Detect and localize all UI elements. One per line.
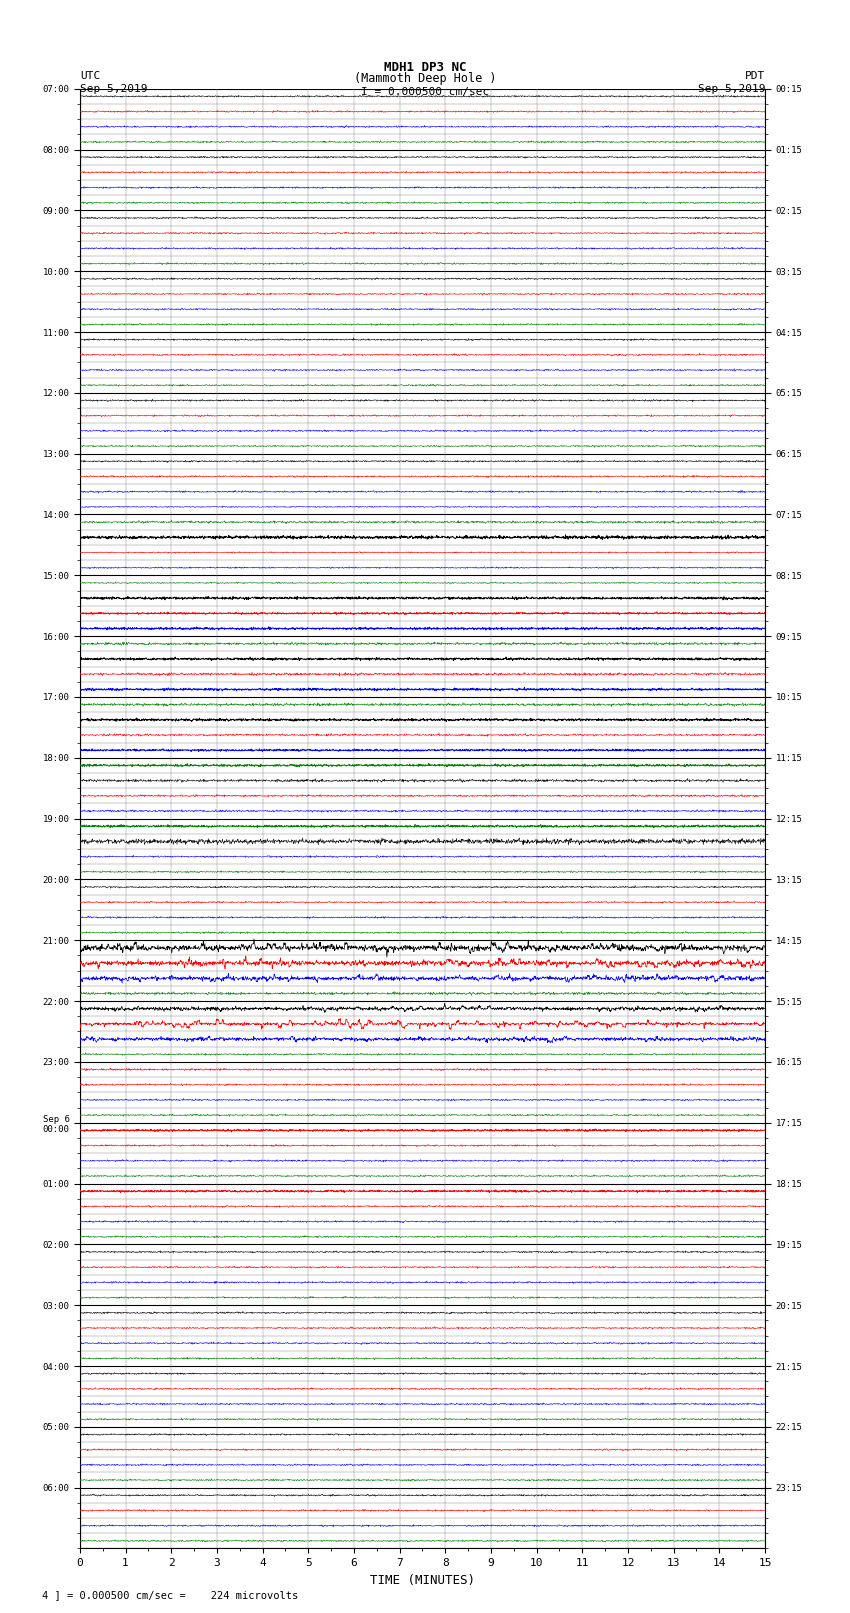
Text: 4 ] = 0.000500 cm/sec =    224 microvolts: 4 ] = 0.000500 cm/sec = 224 microvolts: [42, 1590, 298, 1600]
Text: MDH1 DP3 NC: MDH1 DP3 NC: [383, 61, 467, 74]
Text: PDT: PDT: [745, 71, 765, 82]
Text: I = 0.000500 cm/sec: I = 0.000500 cm/sec: [361, 87, 489, 97]
Text: Sep 5,2019: Sep 5,2019: [698, 84, 765, 94]
Text: (Mammoth Deep Hole ): (Mammoth Deep Hole ): [354, 73, 496, 85]
Text: Sep 5,2019: Sep 5,2019: [80, 84, 147, 94]
X-axis label: TIME (MINUTES): TIME (MINUTES): [370, 1574, 475, 1587]
Text: UTC: UTC: [80, 71, 100, 82]
